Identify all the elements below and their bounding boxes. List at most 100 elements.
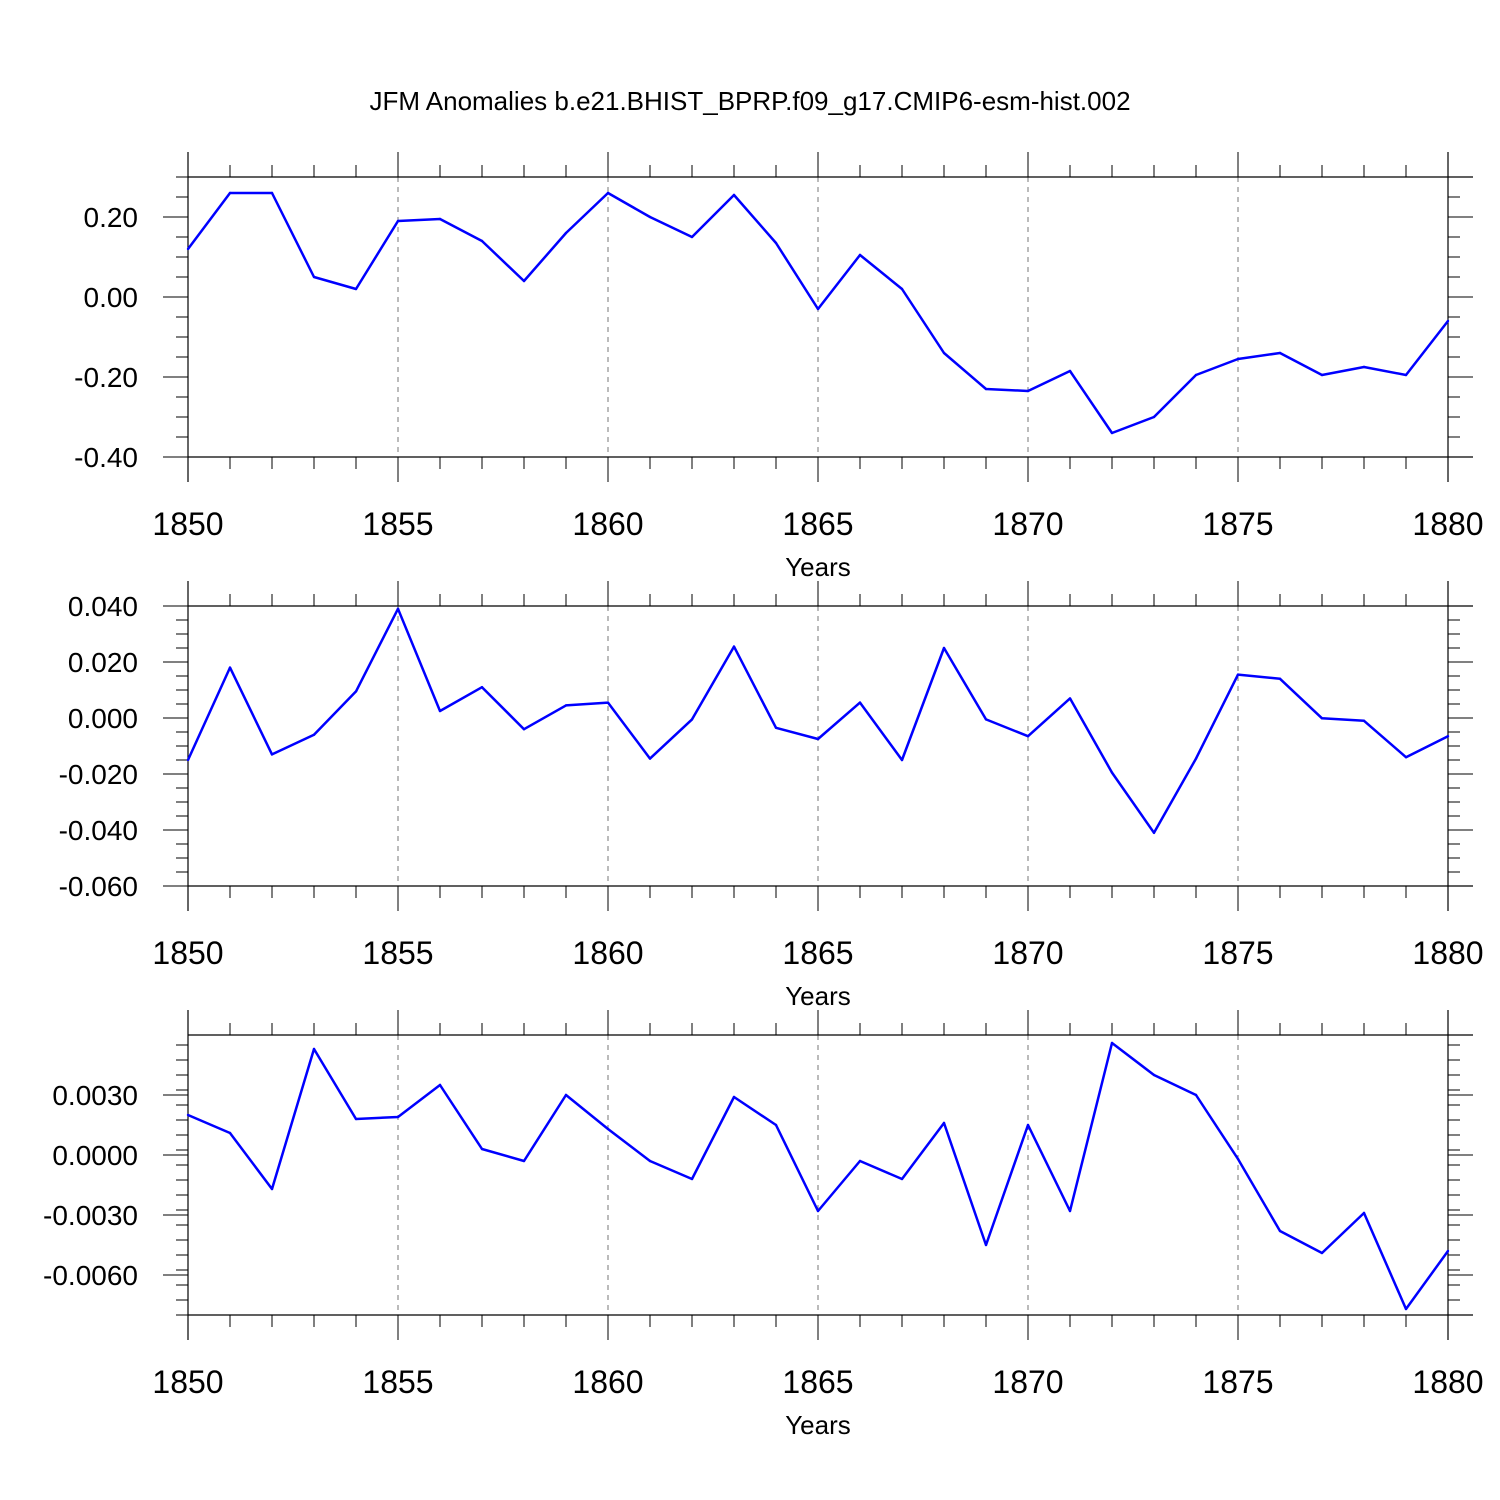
- data-point: [228, 666, 232, 669]
- x-tick-label: 1865: [782, 1364, 853, 1400]
- x-axis-label: Years: [785, 981, 851, 1011]
- y-tick-label: 0.0000: [52, 1140, 138, 1171]
- x-tick-label: 1855: [362, 935, 433, 971]
- x-tick-label: 1850: [152, 506, 223, 542]
- data-point: [1362, 719, 1366, 722]
- data-point: [480, 686, 484, 689]
- data-point: [228, 191, 232, 195]
- data-point: [1320, 717, 1324, 720]
- data-point: [1152, 1073, 1156, 1077]
- data-point: [1194, 373, 1198, 377]
- data-point: [732, 1095, 736, 1099]
- data-point: [354, 1117, 358, 1121]
- x-tick-label: 1850: [152, 935, 223, 971]
- chart-title: JFM Anomalies b.e21.BHIST_BPRP.f09_g17.C…: [369, 86, 1130, 116]
- data-point: [186, 1113, 190, 1117]
- data-point: [228, 1131, 232, 1135]
- x-tick-label: 1875: [1202, 506, 1273, 542]
- data-point: [690, 1177, 694, 1181]
- y-tick-label: -0.060: [59, 871, 138, 902]
- data-point: [942, 351, 946, 355]
- y-tick-label: -0.0060: [43, 1260, 138, 1291]
- data-point: [354, 690, 358, 693]
- data-point: [1194, 757, 1198, 760]
- data-point: [480, 239, 484, 243]
- x-tick-label: 1870: [992, 935, 1063, 971]
- data-point: [396, 219, 400, 223]
- x-tick-label: 1865: [782, 935, 853, 971]
- x-tick-label: 1880: [1412, 1364, 1483, 1400]
- data-point: [606, 191, 610, 195]
- data-point: [270, 191, 274, 195]
- data-point: [354, 287, 358, 291]
- data-point: [900, 758, 904, 762]
- data-point: [396, 607, 400, 610]
- x-tick-label: 1870: [992, 1364, 1063, 1400]
- data-point: [1026, 389, 1030, 393]
- data-point: [1152, 415, 1156, 419]
- x-tick-label: 1865: [782, 506, 853, 542]
- data-point: [312, 733, 316, 736]
- data-point: [1026, 1123, 1030, 1127]
- data-point: [564, 704, 568, 707]
- data-point: [774, 726, 778, 729]
- data-point: [1236, 1157, 1240, 1161]
- data-point: [732, 193, 736, 197]
- data-point: [984, 718, 988, 721]
- data-point: [690, 235, 694, 239]
- data-point: [648, 215, 652, 219]
- x-axis-label: Years: [785, 1410, 851, 1440]
- x-tick-label: 1880: [1412, 506, 1483, 542]
- data-point: [480, 1147, 484, 1151]
- x-tick-label: 1855: [362, 506, 433, 542]
- data-point: [438, 709, 442, 713]
- x-tick-label: 1875: [1202, 935, 1273, 971]
- data-point: [1278, 1229, 1282, 1233]
- y-tick-label: 0.0030: [52, 1080, 138, 1111]
- y-tick-label: 0.040: [68, 591, 138, 622]
- data-point: [1236, 673, 1240, 676]
- data-point: [522, 279, 526, 283]
- y-tick-label: 0.000: [68, 703, 138, 734]
- data-point: [1236, 357, 1240, 361]
- data-point: [1404, 1307, 1408, 1311]
- data-point: [522, 1159, 526, 1163]
- x-tick-label: 1855: [362, 1364, 433, 1400]
- data-point: [1068, 369, 1072, 373]
- x-tick-label: 1860: [572, 506, 643, 542]
- data-point: [312, 1047, 316, 1051]
- data-point: [1110, 431, 1114, 435]
- data-point: [1278, 351, 1282, 355]
- data-point: [1026, 735, 1030, 738]
- data-point: [1068, 1209, 1072, 1213]
- data-point: [1152, 831, 1156, 834]
- data-point: [606, 1127, 610, 1131]
- data-point: [984, 1243, 988, 1247]
- data-point: [396, 1115, 400, 1119]
- data-point: [690, 718, 694, 721]
- data-point: [270, 1187, 274, 1191]
- data-point: [186, 247, 190, 251]
- data-point: [1278, 677, 1282, 680]
- data-point: [1446, 319, 1450, 323]
- data-point: [438, 1083, 442, 1087]
- data-point: [1320, 1251, 1324, 1255]
- y-tick-label: -0.40: [74, 442, 138, 473]
- data-point: [1110, 1041, 1114, 1045]
- x-axis-label: Years: [785, 552, 851, 582]
- data-point: [816, 1209, 820, 1213]
- data-point: [858, 1159, 862, 1163]
- chart-panel-1: 0.20 0.00 -0.20 -0.40 1850 1855 1860 1865 1870 18…: [74, 152, 1484, 582]
- y-axis-label: ArcOC Snow Volume 1013 m3: [17, 579, 48, 913]
- data-point: [984, 387, 988, 391]
- data-point: [900, 1177, 904, 1181]
- y-tick-label: 0.20: [84, 202, 139, 233]
- x-tick-label: 1880: [1412, 935, 1483, 971]
- data-point: [312, 275, 316, 279]
- data-point: [1446, 1249, 1450, 1253]
- data-point: [1068, 697, 1072, 700]
- data-point: [648, 757, 652, 760]
- y-tick-label: -0.20: [74, 362, 138, 393]
- x-tick-label: 1870: [992, 506, 1063, 542]
